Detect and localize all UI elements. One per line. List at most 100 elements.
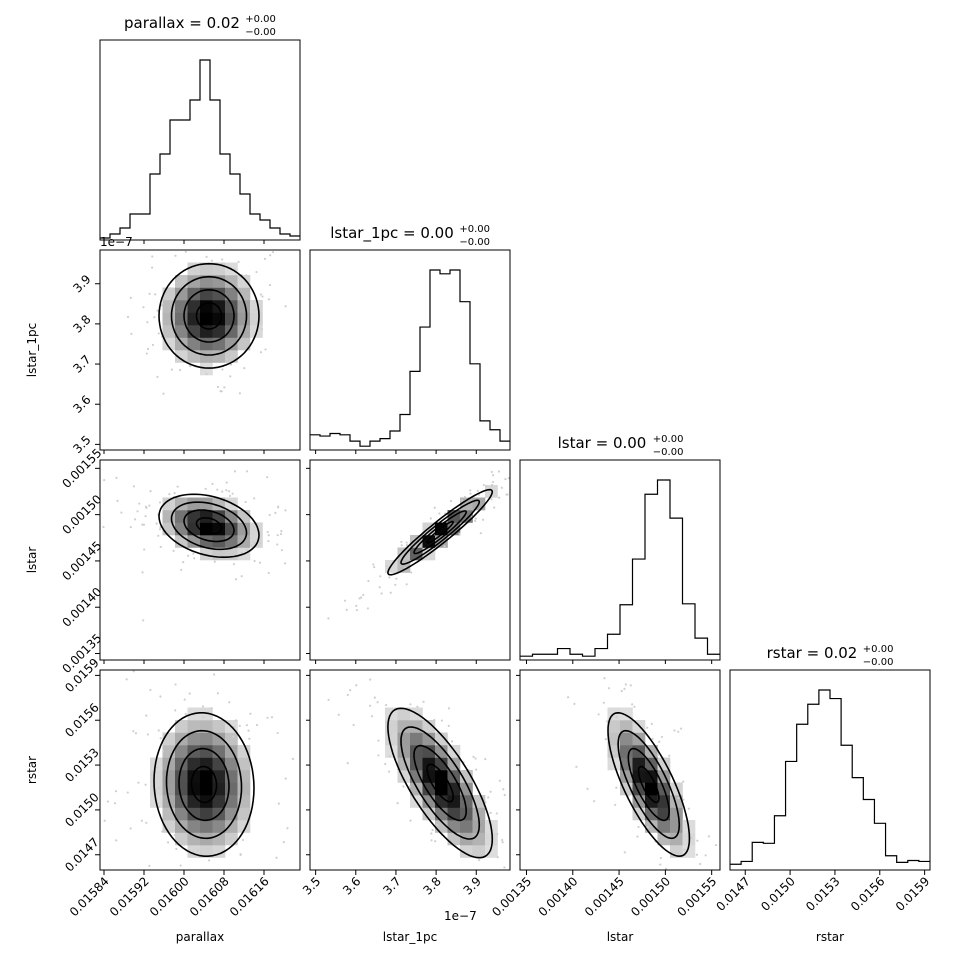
- sample-point: [193, 557, 196, 560]
- sample-point: [566, 696, 570, 699]
- xtick-label-lstar: 0.00140: [536, 874, 581, 919]
- density-cell: [225, 275, 238, 288]
- contour-level: [153, 712, 255, 857]
- density-cell: [175, 337, 188, 351]
- sample-point: [469, 489, 472, 492]
- sample-point: [253, 309, 256, 312]
- xtick-label-rstar: 0.0150: [758, 874, 798, 914]
- sample-point: [664, 867, 668, 870]
- sample-point: [485, 485, 488, 488]
- sample-point: [144, 783, 147, 786]
- contour-level: [413, 510, 468, 555]
- sample-point: [221, 267, 224, 270]
- sample-point: [252, 541, 256, 544]
- sample-point: [409, 571, 413, 574]
- sample-point: [677, 797, 680, 800]
- xlabel-parallax: parallax: [176, 930, 224, 944]
- sample-point: [144, 515, 147, 518]
- contour-level: [387, 488, 494, 576]
- sample-point: [501, 838, 504, 842]
- sample-point: [690, 836, 693, 839]
- ylabel-lstar_1pc: lstar_1pc: [25, 323, 39, 377]
- contour-level: [158, 493, 260, 558]
- density-cell: [187, 757, 201, 771]
- sample-point: [629, 684, 632, 687]
- sample-point: [140, 819, 143, 822]
- contour-level: [426, 520, 455, 544]
- sample-point: [505, 493, 508, 496]
- sample-point: [142, 619, 145, 622]
- sample-point: [493, 506, 496, 509]
- title-lower-error-parallax: −0.00: [245, 27, 276, 38]
- sample-point: [682, 798, 685, 801]
- sample-point: [284, 305, 287, 308]
- density-cell: [657, 820, 671, 833]
- sample-point: [162, 750, 165, 753]
- sample-point: [623, 687, 626, 691]
- density-cell: [250, 535, 263, 548]
- sample-point: [651, 737, 654, 740]
- sample-point: [260, 327, 264, 331]
- sample-point: [604, 738, 607, 741]
- sample-point: [400, 544, 403, 547]
- density-cell: [150, 782, 163, 796]
- density-cell: [237, 300, 251, 313]
- sample-point: [172, 549, 175, 552]
- sample-point: [183, 698, 186, 701]
- xtick-label-lstar: 0.00150: [628, 874, 673, 919]
- sample-point: [472, 755, 475, 758]
- sample-point: [280, 549, 283, 552]
- sample-point: [388, 755, 391, 758]
- sample-point: [142, 306, 145, 309]
- title-parallax: parallax = 0.02: [124, 14, 240, 32]
- sample-point: [129, 296, 132, 299]
- density-cell: [187, 275, 201, 288]
- sample-point: [484, 758, 487, 761]
- sample-point: [148, 504, 151, 507]
- sample-point: [120, 511, 123, 514]
- sample-point: [474, 517, 477, 520]
- sample-point: [126, 315, 130, 319]
- sample-point: [460, 499, 464, 502]
- density-cell: [237, 312, 251, 326]
- sample-point: [183, 843, 186, 846]
- density-cell: [250, 300, 263, 313]
- sample-point: [250, 544, 253, 547]
- sample-point: [503, 866, 506, 869]
- density-cell: [175, 770, 188, 783]
- density-cell: [410, 757, 423, 771]
- sample-point: [431, 828, 434, 832]
- sample-point: [225, 358, 228, 361]
- xtick-label-parallax: 0.01608: [187, 874, 232, 919]
- contour-level: [170, 501, 248, 551]
- sample-point: [474, 768, 478, 771]
- density-cell: [200, 535, 213, 548]
- density-cell: [225, 287, 238, 301]
- density-cell: [200, 262, 213, 276]
- sample-point: [282, 840, 285, 844]
- density-cell: [200, 312, 213, 326]
- sample-point: [396, 801, 399, 805]
- sample-point: [384, 762, 387, 766]
- sample-point: [146, 733, 149, 736]
- sample-point: [474, 757, 477, 760]
- density-cell: [212, 522, 226, 536]
- density-cell: [200, 845, 213, 858]
- density-cell: [410, 770, 423, 783]
- sample-point: [286, 827, 289, 830]
- density-cell: [175, 807, 188, 821]
- contour-level: [183, 509, 235, 543]
- sample-point: [243, 367, 246, 370]
- xtick-label-parallax: 0.01592: [107, 874, 152, 919]
- sample-point: [132, 730, 135, 733]
- sample-point: [261, 295, 264, 298]
- sample-point: [249, 712, 252, 715]
- ylabel-offset-lstar_1pc: 1e−7: [100, 235, 133, 249]
- density-cell: [187, 820, 201, 833]
- sample-point: [156, 309, 159, 312]
- density-cell: [435, 782, 448, 796]
- sample-point: [267, 298, 271, 301]
- sample-point: [268, 513, 271, 517]
- sample-point: [443, 545, 446, 548]
- sample-point: [372, 563, 375, 566]
